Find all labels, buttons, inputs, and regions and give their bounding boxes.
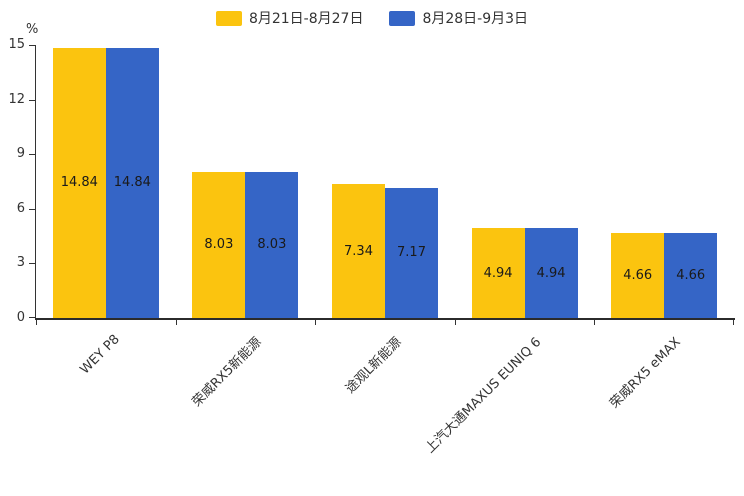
legend: 8月21日-8月27日 8月28日-9月3日: [0, 8, 744, 28]
bar-value-label: 4.66: [676, 268, 706, 284]
bar-value-label: 14.84: [60, 175, 98, 191]
bar-value-label: 4.66: [623, 268, 653, 284]
bar-series1-荣威RX5 eMAX: 4.66: [611, 233, 665, 318]
x-axis-label-荣威RX5新能源: 荣威RX5新能源: [189, 334, 265, 410]
y-tick-mark: [29, 99, 36, 101]
x-axis-label-WEY P8: WEY P8: [76, 332, 123, 378]
bar-value-label: 8.03: [204, 237, 234, 253]
x-tick-mark: [36, 320, 37, 325]
y-tick-label: 6: [16, 200, 25, 216]
x-tick-mark: [594, 320, 595, 325]
bar-value-label: 7.17: [397, 245, 426, 261]
y-axis-unit-label: %: [26, 22, 39, 37]
bar-value-label: 8.03: [257, 237, 287, 253]
x-axis-category-labels: WEY P8 荣威RX5新能源 途观L新能源 上汽大通MAXUS EUNIQ 6 荣威R…: [36, 326, 734, 496]
y-tick-mark: [29, 154, 36, 156]
bar-series1-荣威RX5新能源: 8.03: [192, 171, 246, 318]
x-axis-label-荣威RX5 eMAX: 荣威RX5 eMAX: [607, 334, 684, 412]
y-tick-label: 15: [8, 37, 25, 52]
y-axis-tick-labels: 0 3 6 9 12 15: [0, 37, 27, 325]
legend-label-week1: 8月21日-8月27日: [248, 11, 364, 27]
y-axis-line: [35, 45, 36, 318]
y-tick-mark: [29, 45, 36, 46]
y-tick-label: 0: [16, 310, 25, 325]
bar-value-label: 4.94: [483, 265, 513, 281]
bar-series2-WEY P8: 14.84: [105, 47, 159, 318]
y-tick-mark: [29, 263, 36, 265]
x-axis-tick-marks: [36, 320, 734, 326]
legend-swatch-yellow: [215, 10, 242, 26]
y-tick-label: 3: [16, 255, 25, 271]
y-tick-mark: [29, 317, 36, 318]
bar-value-label: 4.94: [536, 265, 566, 281]
bar-series2-荣威RX5 eMAX: 4.66: [664, 233, 718, 318]
y-tick-mark: [29, 208, 36, 210]
plot-area: 14.84 14.84 8.03 8.03 7.34 7.17 4.94 4.94 4.66 4.…: [36, 45, 734, 318]
bar-value-label: 7.34: [344, 243, 373, 259]
bar-series2-上汽大通MAXUS EUNIQ 6: 4.94: [524, 228, 578, 318]
x-axis-line: [35, 318, 735, 320]
x-axis-label-途观L新能源: 途观L新能源: [342, 334, 405, 397]
x-tick-mark: [733, 320, 734, 325]
bar-value-label: 14.84: [113, 175, 151, 191]
bar-series2-途观L新能源: 7.17: [385, 187, 438, 318]
bar-series1-途观L新能源: 7.34: [332, 184, 385, 318]
y-tick-label: 9: [16, 146, 25, 162]
x-tick-mark: [315, 320, 316, 325]
x-tick-mark: [176, 320, 177, 325]
y-axis-tick-marks: [29, 45, 36, 318]
legend-item-week2[interactable]: 8月28日-9月3日: [389, 8, 528, 28]
bar-series1-上汽大通MAXUS EUNIQ 6: 4.94: [471, 228, 525, 318]
bar-series1-WEY P8: 14.84: [52, 47, 106, 318]
legend-label-week2: 8月28日-9月3日: [422, 11, 529, 27]
y-tick-label: 12: [8, 91, 25, 107]
x-tick-mark: [455, 320, 456, 325]
legend-item-week1[interactable]: 8月21日-8月27日: [215, 8, 364, 28]
bar-series2-荣威RX5新能源: 8.03: [245, 171, 299, 318]
legend-swatch-blue: [389, 10, 416, 26]
x-axis-label-上汽大通MAXUS EUNIQ 6: 上汽大通MAXUS EUNIQ 6: [422, 334, 545, 457]
